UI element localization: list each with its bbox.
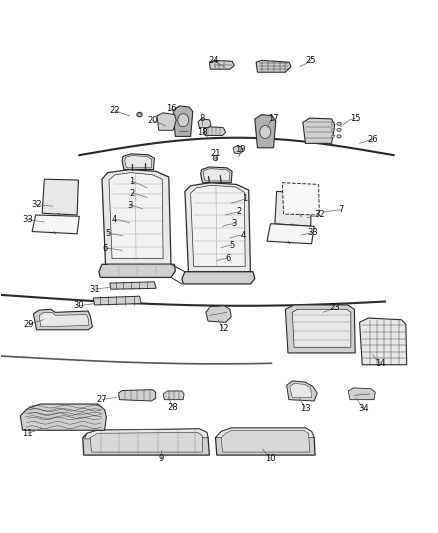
Text: 34: 34	[359, 404, 369, 413]
Polygon shape	[221, 431, 310, 452]
Polygon shape	[267, 224, 314, 244]
Polygon shape	[83, 429, 209, 455]
Polygon shape	[203, 169, 230, 181]
Polygon shape	[20, 404, 106, 430]
Text: 2: 2	[236, 207, 241, 216]
Text: 8: 8	[200, 114, 205, 123]
Ellipse shape	[213, 156, 218, 161]
Text: 18: 18	[197, 127, 208, 136]
Ellipse shape	[337, 122, 341, 125]
Text: 32: 32	[31, 200, 42, 209]
Polygon shape	[182, 272, 255, 284]
Text: 6: 6	[225, 254, 230, 263]
Text: 2: 2	[129, 189, 134, 198]
Polygon shape	[173, 106, 193, 136]
Polygon shape	[332, 129, 335, 131]
Polygon shape	[290, 384, 311, 398]
Text: 21: 21	[210, 149, 221, 158]
Polygon shape	[215, 428, 314, 438]
Polygon shape	[201, 167, 232, 183]
Text: 4: 4	[112, 215, 117, 224]
Text: 4: 4	[240, 231, 246, 239]
Polygon shape	[209, 60, 234, 69]
Text: 12: 12	[218, 324, 229, 333]
Polygon shape	[85, 429, 208, 439]
Polygon shape	[204, 127, 226, 135]
Polygon shape	[256, 60, 291, 72]
Polygon shape	[119, 390, 155, 401]
Text: 5: 5	[105, 229, 110, 238]
Text: 30: 30	[73, 301, 84, 310]
Text: 31: 31	[89, 285, 100, 294]
Text: 32: 32	[314, 211, 325, 220]
Polygon shape	[163, 391, 184, 400]
Text: 19: 19	[236, 145, 246, 154]
Text: 24: 24	[208, 56, 219, 65]
Polygon shape	[122, 154, 154, 169]
Text: 16: 16	[166, 104, 176, 113]
Polygon shape	[283, 183, 319, 215]
Text: 28: 28	[168, 402, 178, 411]
Polygon shape	[191, 185, 245, 266]
Polygon shape	[332, 135, 335, 138]
Polygon shape	[332, 123, 335, 125]
Text: 13: 13	[300, 404, 311, 413]
Text: 33: 33	[22, 215, 33, 224]
Polygon shape	[157, 113, 176, 130]
Polygon shape	[99, 264, 175, 277]
Polygon shape	[286, 305, 355, 353]
Polygon shape	[185, 183, 251, 272]
Polygon shape	[125, 156, 152, 168]
Polygon shape	[90, 432, 202, 452]
Polygon shape	[206, 306, 231, 322]
Polygon shape	[33, 309, 92, 330]
Polygon shape	[287, 381, 317, 401]
Text: 3: 3	[127, 201, 132, 210]
Polygon shape	[348, 388, 375, 400]
Text: 17: 17	[268, 115, 279, 124]
Text: 9: 9	[159, 454, 164, 463]
Text: 33: 33	[307, 228, 318, 237]
Polygon shape	[233, 146, 243, 154]
Text: 25: 25	[305, 56, 316, 65]
Ellipse shape	[260, 125, 271, 139]
Polygon shape	[42, 179, 78, 215]
Text: 7: 7	[339, 205, 344, 214]
Polygon shape	[102, 169, 171, 264]
Text: 22: 22	[110, 106, 120, 115]
Polygon shape	[303, 118, 335, 143]
Text: 20: 20	[147, 116, 158, 125]
Polygon shape	[292, 309, 351, 348]
Ellipse shape	[337, 128, 341, 131]
Text: 1: 1	[129, 177, 134, 186]
Polygon shape	[255, 115, 276, 148]
Text: 10: 10	[265, 454, 276, 463]
Text: 15: 15	[350, 114, 360, 123]
Polygon shape	[39, 312, 89, 327]
Text: 29: 29	[24, 320, 34, 329]
Text: 3: 3	[232, 219, 237, 228]
Text: 27: 27	[97, 395, 107, 404]
Ellipse shape	[178, 114, 189, 127]
Text: 1: 1	[243, 195, 248, 203]
Polygon shape	[110, 282, 156, 289]
Polygon shape	[93, 296, 141, 305]
Text: 5: 5	[230, 241, 235, 250]
Text: 23: 23	[329, 303, 340, 312]
Ellipse shape	[337, 135, 341, 138]
Polygon shape	[215, 428, 315, 455]
Text: 11: 11	[22, 429, 33, 438]
Polygon shape	[360, 318, 407, 365]
Polygon shape	[275, 191, 311, 227]
Polygon shape	[32, 215, 79, 234]
Polygon shape	[109, 173, 163, 259]
Polygon shape	[198, 119, 211, 128]
Text: 14: 14	[375, 359, 386, 368]
Text: 6: 6	[103, 244, 108, 253]
Ellipse shape	[137, 112, 142, 117]
Text: 26: 26	[367, 134, 378, 143]
